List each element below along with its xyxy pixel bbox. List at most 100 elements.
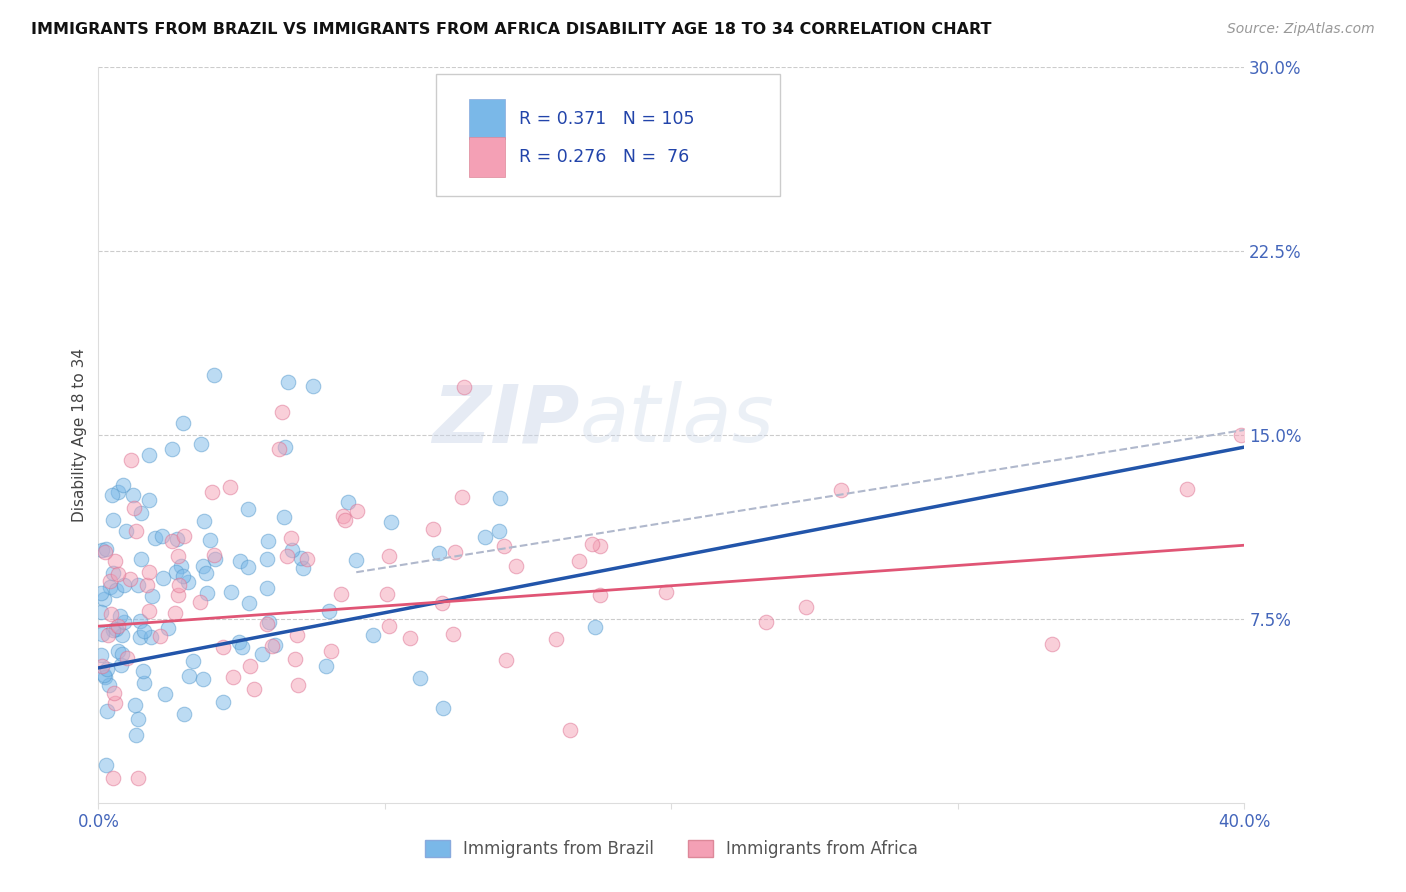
- Point: [94, 758, 117, 772]
- Point: [143, 531, 166, 545]
- Point: [260, 640, 283, 654]
- Y-axis label: Disability Age 18 to 34: Disability Age 18 to 34: [72, 348, 87, 522]
- Point: [489, 491, 512, 506]
- Point: [277, 375, 299, 389]
- Text: Source: ZipAtlas.com: Source: ZipAtlas.com: [1227, 22, 1375, 37]
- Point: [432, 701, 454, 715]
- Point: [204, 552, 226, 566]
- Point: [138, 604, 160, 618]
- Point: [167, 588, 190, 602]
- Point: [492, 539, 515, 553]
- Point: [409, 671, 432, 685]
- Point: [302, 378, 325, 392]
- Point: [110, 658, 132, 673]
- Point: [111, 628, 134, 642]
- Point: [112, 578, 135, 592]
- Point: [259, 615, 281, 629]
- Point: [263, 638, 285, 652]
- Point: [256, 552, 278, 566]
- Point: [177, 575, 200, 590]
- Point: [103, 686, 125, 700]
- Point: [558, 723, 581, 738]
- Point: [108, 608, 131, 623]
- Point: [273, 440, 295, 454]
- Text: IMMIGRANTS FROM BRAZIL VS IMMIGRANTS FROM AFRICA DISABILITY AGE 18 TO 34 CORRELA: IMMIGRANTS FROM BRAZIL VS IMMIGRANTS FRO…: [31, 22, 991, 37]
- Point: [101, 624, 124, 638]
- Point: [132, 624, 155, 638]
- Point: [100, 488, 122, 502]
- Point: [238, 596, 260, 610]
- Point: [94, 545, 117, 559]
- Point: [98, 678, 121, 692]
- Point: [117, 651, 139, 665]
- Point: [177, 669, 200, 683]
- Point: [267, 442, 290, 456]
- Point: [93, 668, 115, 682]
- Point: [173, 529, 195, 543]
- Text: R = 0.276   N =  76: R = 0.276 N = 76: [519, 148, 689, 166]
- Point: [172, 417, 194, 431]
- Point: [181, 654, 204, 668]
- Point: [120, 572, 142, 586]
- Point: [91, 542, 114, 557]
- Point: [107, 485, 129, 500]
- Point: [451, 491, 474, 505]
- Point: [276, 549, 298, 563]
- Point: [149, 629, 172, 643]
- Point: [239, 659, 262, 673]
- Point: [104, 622, 127, 636]
- Point: [231, 640, 253, 654]
- Point: [112, 615, 135, 629]
- Point: [129, 630, 152, 644]
- Point: [256, 582, 278, 596]
- Point: [273, 509, 295, 524]
- Point: [588, 588, 610, 602]
- Point: [121, 488, 143, 502]
- Point: [380, 515, 402, 529]
- Point: [98, 580, 121, 594]
- Point: [103, 513, 125, 527]
- Point: [94, 542, 117, 557]
- Point: [363, 628, 385, 642]
- Point: [257, 533, 280, 548]
- Point: [346, 553, 368, 567]
- Point: [280, 531, 302, 545]
- Point: [194, 566, 217, 581]
- Point: [202, 368, 225, 383]
- Point: [318, 604, 340, 618]
- Point: [443, 544, 465, 558]
- Point: [127, 771, 149, 786]
- Point: [441, 627, 464, 641]
- Point: [94, 670, 117, 684]
- FancyBboxPatch shape: [436, 74, 780, 195]
- Point: [90, 648, 112, 663]
- Point: [568, 554, 591, 568]
- Bar: [468, 136, 505, 178]
- Point: [129, 506, 152, 520]
- Point: [202, 548, 225, 562]
- Point: [655, 585, 678, 599]
- Point: [122, 501, 145, 516]
- Point: [256, 616, 278, 631]
- Point: [100, 574, 122, 588]
- Point: [292, 561, 315, 575]
- Point: [96, 662, 118, 676]
- Point: [138, 565, 160, 579]
- Point: [152, 571, 174, 585]
- Point: [170, 559, 193, 574]
- Point: [219, 480, 242, 494]
- Point: [661, 145, 683, 160]
- Point: [453, 380, 475, 394]
- Point: [93, 591, 115, 606]
- Point: [107, 644, 129, 658]
- Point: [285, 628, 308, 642]
- Point: [333, 512, 356, 526]
- Point: [107, 566, 129, 581]
- Point: [200, 533, 222, 548]
- Point: [91, 627, 114, 641]
- Point: [228, 554, 250, 568]
- Point: [236, 560, 259, 574]
- Bar: [468, 98, 505, 139]
- Point: [427, 545, 450, 559]
- Text: atlas: atlas: [579, 381, 775, 459]
